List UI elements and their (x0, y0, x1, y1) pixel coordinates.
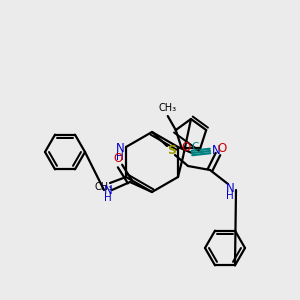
Text: N: N (212, 145, 220, 158)
Text: CH₃: CH₃ (159, 103, 177, 113)
Text: S: S (167, 143, 176, 157)
Text: N: N (226, 182, 234, 194)
Text: N: N (103, 184, 112, 196)
Text: H: H (104, 193, 112, 203)
Text: O: O (181, 141, 190, 154)
Text: H: H (116, 152, 124, 162)
Text: C: C (191, 142, 199, 152)
Text: H: H (226, 191, 234, 201)
Text: O: O (113, 152, 123, 166)
Text: O: O (218, 142, 226, 155)
Text: CH₃: CH₃ (95, 182, 113, 192)
Text: N: N (116, 142, 124, 155)
